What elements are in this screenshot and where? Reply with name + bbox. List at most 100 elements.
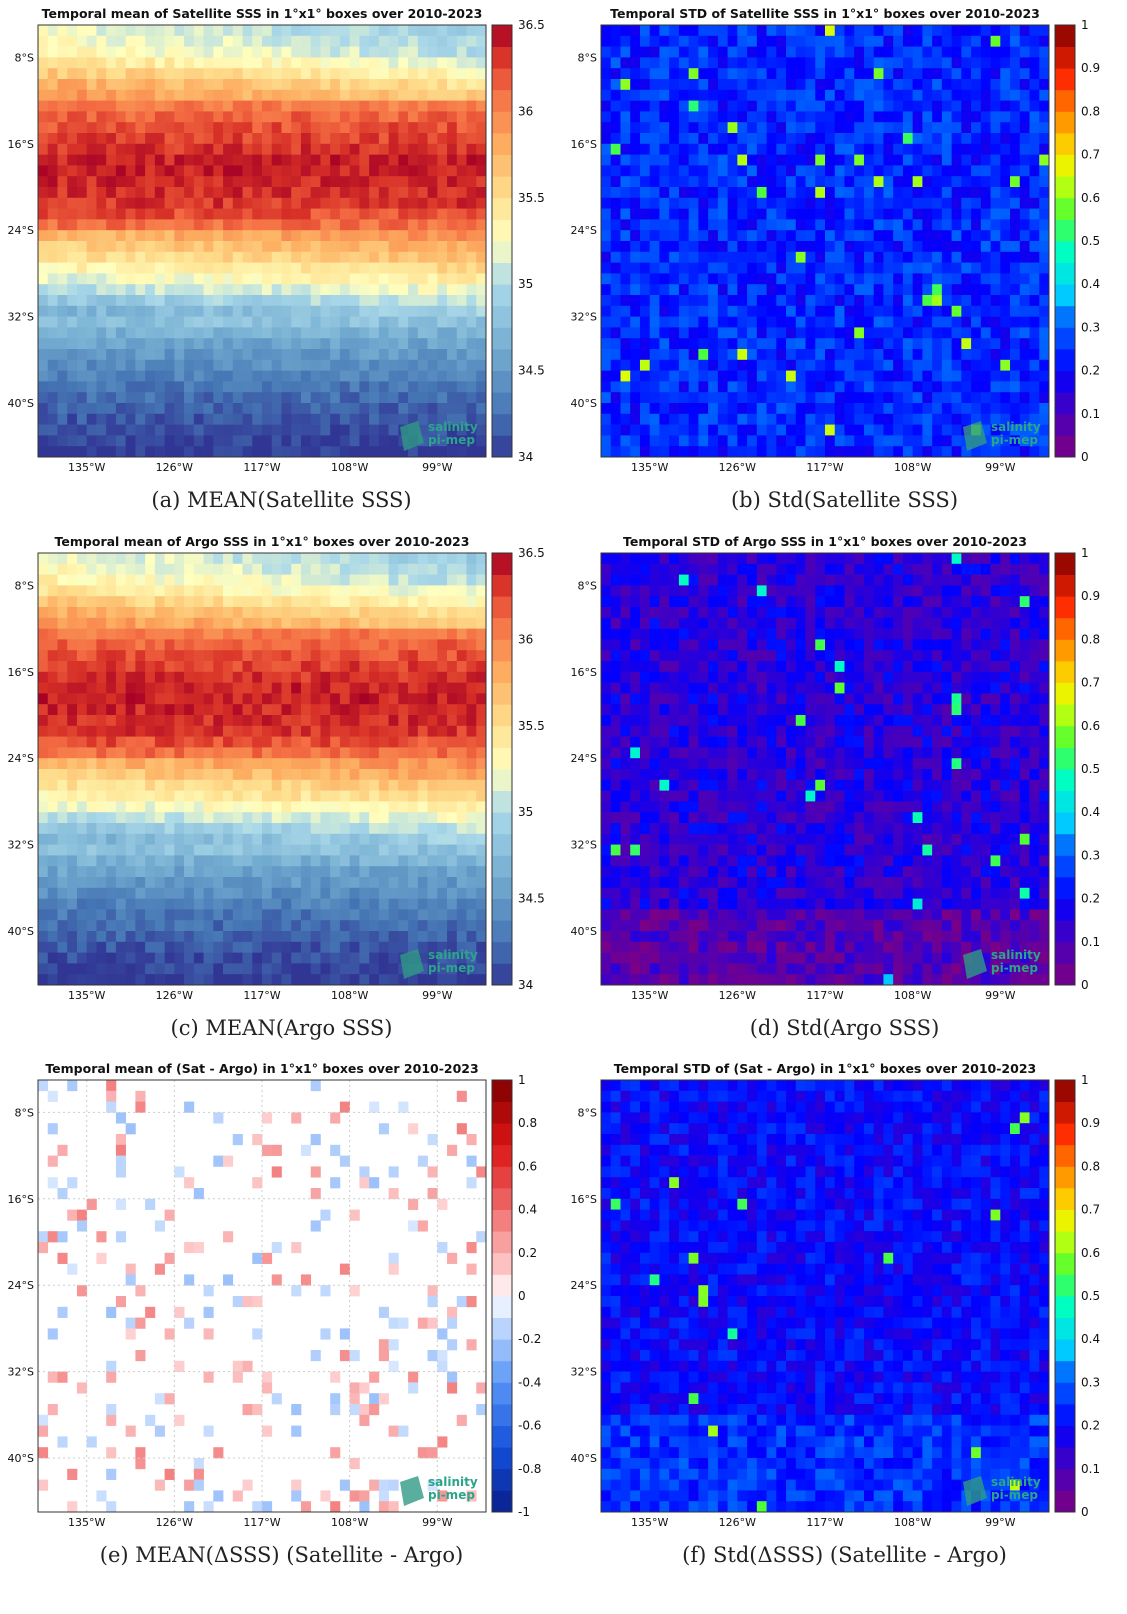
heatmap-cell [378, 617, 389, 629]
heatmap-cell [135, 639, 146, 651]
heatmap-cell [193, 823, 204, 835]
heatmap-cell [747, 79, 758, 91]
heatmap-cell [825, 197, 836, 209]
heatmap-cell [756, 349, 767, 361]
heatmap-cell [408, 89, 419, 101]
heatmap-cell [330, 823, 341, 835]
heatmap-cell [698, 349, 709, 361]
heatmap-cell [795, 413, 806, 425]
heatmap-cell [398, 403, 409, 415]
heatmap-cell [476, 779, 487, 791]
heatmap-cell [320, 823, 331, 835]
heatmap-cell [863, 100, 875, 112]
heatmap-cell [67, 370, 78, 382]
heatmap-cell [417, 197, 428, 209]
heatmap-cell [1029, 241, 1040, 253]
heatmap-cell [447, 650, 458, 662]
heatmap-cell [271, 154, 282, 166]
chart-svg: Temporal mean of Satellite SSS in 1°x1° … [8, 6, 545, 474]
heatmap-cell [57, 295, 68, 307]
heatmap-cell [427, 617, 438, 629]
heatmap-cell [223, 338, 234, 350]
heatmap-cell [688, 359, 699, 371]
heatmap-cell [620, 381, 631, 393]
heatmap-cell [76, 284, 88, 296]
heatmap-cell [359, 122, 370, 134]
heatmap-cell [262, 230, 273, 242]
heatmap-cell [902, 338, 913, 350]
heatmap-cell [330, 79, 341, 91]
heatmap-cell [678, 68, 689, 80]
heatmap-cell [639, 89, 651, 101]
heatmap-cell [291, 446, 302, 458]
heatmap-cell [47, 165, 58, 177]
heatmap-cell [678, 176, 689, 188]
heatmap-cell [669, 68, 680, 80]
colorbar-segment [492, 370, 512, 393]
heatmap-cell [1010, 338, 1021, 350]
heatmap-cell [408, 349, 419, 361]
heatmap-cell [339, 392, 350, 404]
heatmap-cell [649, 197, 660, 209]
heatmap-cell [67, 197, 78, 209]
heatmap-cell [320, 682, 331, 694]
heatmap-cell [223, 241, 234, 253]
heatmap-cell [610, 230, 621, 242]
heatmap-cell [57, 596, 68, 608]
heatmap-cell [86, 574, 97, 586]
heatmap-cell [1029, 100, 1040, 112]
heatmap-cell [659, 79, 670, 91]
heatmap-cell [639, 219, 651, 231]
heatmap-cell [369, 704, 380, 716]
heatmap-cell [125, 219, 136, 231]
heatmap-cell [47, 35, 58, 47]
heatmap-cell [398, 628, 409, 640]
heatmap-cell [125, 596, 136, 608]
heatmap-cell [223, 823, 234, 835]
heatmap-cell [727, 154, 738, 166]
heatmap-cell [281, 89, 292, 101]
heatmap-cell [398, 100, 409, 112]
heatmap-cell [717, 230, 728, 242]
heatmap-cell [427, 197, 438, 209]
heatmap-cell [786, 133, 797, 145]
heatmap-cell [184, 823, 195, 835]
heatmap-cell [252, 392, 263, 404]
heatmap-cell [951, 413, 962, 425]
heatmap-cell [737, 403, 748, 415]
heatmap-cell [369, 46, 380, 58]
heatmap-cell [1029, 89, 1040, 101]
heatmap-cell [57, 435, 68, 447]
heatmap-cell [961, 241, 972, 253]
heatmap-cell [951, 359, 962, 371]
heatmap-cell [164, 338, 175, 350]
heatmap-cell [805, 316, 816, 328]
heatmap-cell [951, 79, 962, 91]
heatmap-cell [971, 273, 982, 285]
heatmap-cell [601, 68, 612, 80]
heatmap-cell [747, 133, 758, 145]
heatmap-cell [145, 349, 156, 361]
heatmap-cell [106, 46, 117, 58]
heatmap-cell [698, 284, 709, 296]
heatmap-cell [476, 143, 487, 155]
heatmap-cell [688, 381, 699, 393]
heatmap-cell [601, 122, 612, 134]
heatmap-cell [213, 251, 224, 263]
heatmap-cell [252, 68, 263, 80]
heatmap-cell [38, 295, 49, 307]
heatmap-cell [1019, 68, 1030, 80]
heatmap-cell [456, 790, 467, 802]
heatmap-cell [378, 596, 389, 608]
heatmap-cell [476, 370, 487, 382]
heatmap-cell [466, 219, 477, 231]
heatmap-cell [320, 46, 331, 58]
heatmap-cell [854, 349, 865, 361]
heatmap-cell [980, 57, 991, 69]
heatmap-cell [922, 111, 933, 123]
heatmap-cell [154, 35, 165, 47]
heatmap-cell [76, 693, 88, 705]
heatmap-cell [912, 359, 923, 371]
heatmap-cell [330, 639, 341, 651]
heatmap-cell [320, 165, 331, 177]
